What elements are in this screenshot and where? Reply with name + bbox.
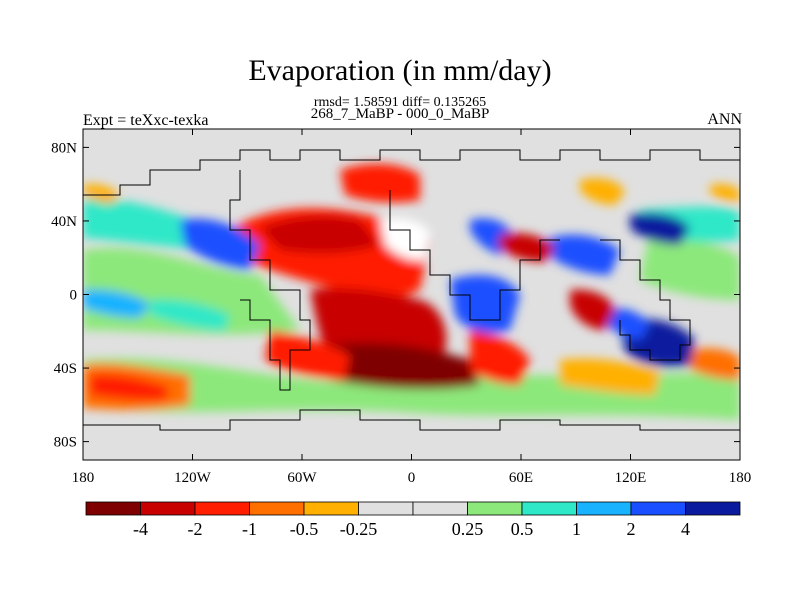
south-indian-yellow [560,358,660,395]
colorbar-swatch [194,501,250,516]
colorbar-label: -2 [188,519,203,539]
bering-yellow [710,183,740,202]
asia-blue [545,234,620,275]
map-plot-area [83,129,740,460]
colorbar-swatch [576,501,632,516]
southern-ocean-band [83,358,740,420]
y-tick-label: 40S [54,361,77,377]
x-tick-label: 0 [408,470,416,486]
colorbar-label: 0.5 [511,519,534,539]
colorbar-label: -4 [133,519,148,539]
map-title: Evaporation (in mm/day) [248,54,552,87]
arctic-atlantic-red [340,163,420,203]
colorbar-label: 1 [572,519,581,539]
indonesia-blue [600,308,650,340]
colorbar-swatch [521,501,577,516]
antarctic-coastline [83,409,740,431]
x-tick-label: 60W [287,470,317,486]
y-tick-label: 40N [51,214,77,230]
colorbar-label: -0.25 [340,519,378,539]
central-pacific-lightblue [83,289,150,318]
experiment-label: Expt = teXxc-texka [83,112,209,129]
south-atlantic-dark [330,343,480,390]
colorbar-label: 0.25 [452,519,484,539]
siberia-yellow [580,178,625,205]
colorbar-label: -1 [242,519,257,539]
y-tick-label: 80S [54,435,77,451]
americas-coastline [229,170,311,391]
coastlines [83,149,740,431]
y-tick-label: 0 [70,288,78,304]
east-asia-dark-blue [630,213,690,245]
north-america-blue [180,218,260,270]
x-tick-label: 180 [72,470,95,486]
map-subtitle-stats: rmsd= 1.58591 diff= 0.135265 [313,95,487,110]
colorbar-swatch [140,501,196,516]
north-atlantic-dark-red [260,215,380,254]
colorbar-label: 4 [681,519,690,539]
colorbar: -4 -2 -1 -0.5 -0.25 0.25 0.5 1 2 4 [85,501,741,539]
colorbar-swatch [358,501,414,516]
y-axis: 80N 40N 0 40S 80S [51,140,740,451]
north-pacific-yellow [83,184,120,204]
map-subtitle-experiments: 268_7_MaBP - 000_0_MaBP [310,106,490,122]
colorbar-label: 2 [627,519,636,539]
south-america-red [265,330,350,380]
contour-fields [83,163,740,420]
colorbar-swatch [685,501,741,516]
x-tick-label: 180 [729,470,752,486]
colorbar-swatch [630,501,686,516]
indian-ocean-red [570,289,615,330]
x-tick-label: 60E [509,470,533,486]
colorbar-swatch [85,501,141,516]
west-pacific-green [640,230,740,300]
southeast-atlantic-red [470,330,530,385]
y-tick-label: 80N [51,140,77,156]
x-tick-label: 120E [615,470,647,486]
colorbar-swatch [303,501,359,516]
arctic-coastline [83,149,740,196]
x-axis: 180 120W 60W 0 60E 120E 180 [72,129,752,486]
colorbar-swatch [467,501,523,516]
colorbar-swatch [249,501,305,516]
x-tick-label: 120W [174,470,212,486]
south-pacific-east-orange [690,348,740,380]
season-label: ANN [707,111,742,128]
asia-australia-coastline [600,239,691,361]
colorbar-swatch [412,501,468,516]
east-pacific-cyan [150,299,230,330]
south-pacific-red [90,374,170,401]
europe-africa-coastline [389,190,560,321]
colorbar-label: -0.5 [290,519,319,539]
